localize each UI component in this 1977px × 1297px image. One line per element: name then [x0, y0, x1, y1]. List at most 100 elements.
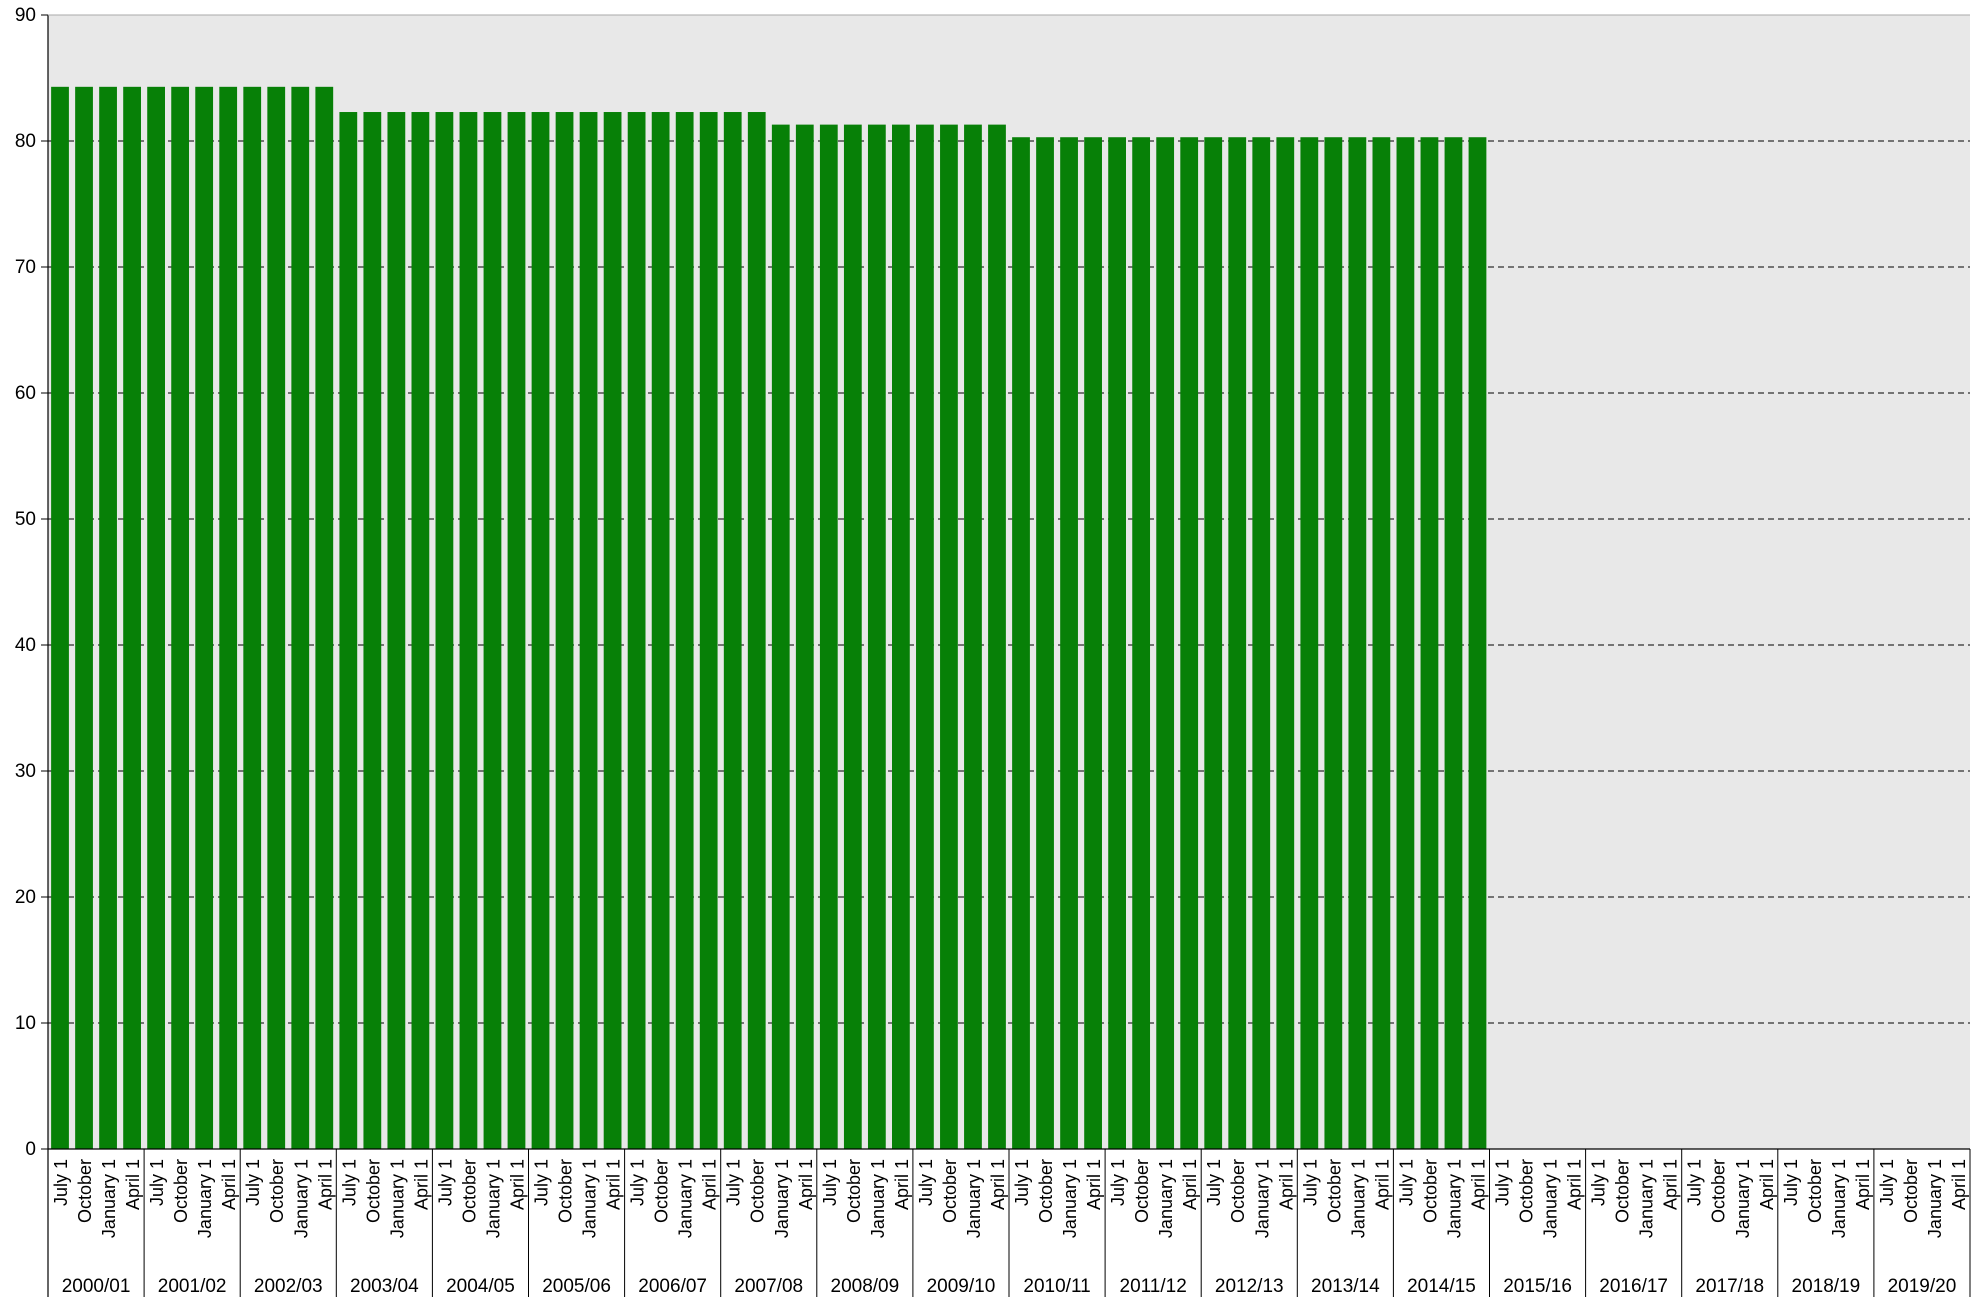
- bar: [1468, 137, 1487, 1150]
- x-tick-label: October: [1036, 1159, 1056, 1223]
- x-tick-label: January 1: [1444, 1159, 1464, 1238]
- y-tick-label: 50: [15, 509, 36, 530]
- x-tick-label: July 1: [1108, 1159, 1128, 1206]
- x-tick-label: January 1: [868, 1159, 888, 1238]
- plot-background: [48, 15, 1970, 1149]
- x-tick-label: July 1: [339, 1159, 359, 1206]
- x-tick-label: October: [75, 1159, 95, 1223]
- x-tick-label: April 1: [1565, 1159, 1585, 1210]
- year-label: 2012/13: [1215, 1276, 1284, 1297]
- bar: [315, 86, 334, 1150]
- bar: [675, 112, 694, 1149]
- x-tick-label: July 1: [1589, 1159, 1609, 1206]
- x-tick-label: April 1: [1853, 1159, 1873, 1210]
- bar: [459, 112, 478, 1149]
- x-tick-label: July 1: [1012, 1159, 1032, 1206]
- bar: [1444, 137, 1463, 1150]
- bar: [1228, 137, 1247, 1150]
- x-tick-label: October: [1420, 1159, 1440, 1223]
- x-tick-label: January 1: [1637, 1159, 1657, 1238]
- x-tick-label: July 1: [532, 1159, 552, 1206]
- x-tick-label: October: [1901, 1159, 1921, 1223]
- year-label: 2001/02: [158, 1276, 227, 1297]
- y-tick-label: 90: [15, 5, 36, 26]
- x-tick-label: July 1: [1493, 1159, 1513, 1206]
- y-tick-label: 10: [15, 1013, 36, 1034]
- x-tick-label: July 1: [1685, 1159, 1705, 1206]
- bar: [147, 86, 166, 1150]
- x-tick-label: January 1: [1156, 1159, 1176, 1238]
- x-tick-label: January 1: [195, 1159, 215, 1238]
- bar: [867, 124, 886, 1150]
- bar: [1276, 137, 1295, 1150]
- x-tick-label: January 1: [676, 1159, 696, 1238]
- x-tick-label: January 1: [1060, 1159, 1080, 1238]
- x-tick-label: July 1: [1300, 1159, 1320, 1206]
- year-label: 2000/01: [62, 1276, 131, 1297]
- x-tick-label: April 1: [700, 1159, 720, 1210]
- bar: [387, 112, 406, 1149]
- year-label: 2013/14: [1311, 1276, 1380, 1297]
- x-tick-label: April 1: [796, 1159, 816, 1210]
- x-tick-label: January 1: [580, 1159, 600, 1238]
- bar: [940, 124, 958, 1150]
- year-label: 2005/06: [542, 1276, 611, 1297]
- y-tick-label: 20: [15, 887, 36, 908]
- x-tick-label: July 1: [820, 1159, 840, 1206]
- bar: [1396, 137, 1415, 1150]
- x-tick-label: October: [1228, 1159, 1248, 1223]
- x-tick-label: October: [363, 1159, 383, 1223]
- x-tick-label: April 1: [1661, 1159, 1681, 1210]
- bar: [1036, 137, 1054, 1150]
- bar: [843, 124, 862, 1150]
- bar: [795, 124, 814, 1150]
- year-label: 2019/20: [1888, 1276, 1957, 1297]
- x-tick-label: January 1: [1252, 1159, 1272, 1238]
- bar: [1108, 137, 1127, 1150]
- year-label: 2018/19: [1792, 1276, 1861, 1297]
- bar: [1132, 137, 1151, 1150]
- x-tick-label: January 1: [964, 1159, 984, 1238]
- bar: [99, 86, 117, 1150]
- bar: [1300, 137, 1319, 1150]
- bar: [1372, 137, 1391, 1150]
- bar: [1348, 137, 1367, 1150]
- bar: [483, 112, 502, 1149]
- x-tick-label: April 1: [1949, 1159, 1969, 1210]
- bar: [1420, 137, 1439, 1150]
- x-tick-label: January 1: [772, 1159, 792, 1238]
- x-tick-label: April 1: [315, 1159, 335, 1210]
- bar: [771, 124, 790, 1150]
- x-tick-label: July 1: [1204, 1159, 1224, 1206]
- x-tick-label: October: [1517, 1159, 1537, 1223]
- x-tick-label: April 1: [123, 1159, 143, 1210]
- x-tick-label: April 1: [1276, 1159, 1296, 1210]
- y-tick-label: 0: [25, 1139, 36, 1160]
- bar: [411, 112, 430, 1149]
- year-label: 2004/05: [446, 1276, 515, 1297]
- x-tick-label: October: [1324, 1159, 1344, 1223]
- x-tick-label: January 1: [291, 1159, 311, 1238]
- x-tick-label: April 1: [1468, 1159, 1488, 1210]
- year-label: 2007/08: [734, 1276, 803, 1297]
- x-tick-label: January 1: [483, 1159, 503, 1238]
- bar: [1060, 137, 1078, 1150]
- year-label: 2008/09: [831, 1276, 900, 1297]
- x-tick-label: July 1: [51, 1159, 71, 1206]
- bar: [123, 86, 141, 1150]
- x-tick-label: April 1: [507, 1159, 527, 1210]
- y-tick-label: 70: [15, 257, 36, 278]
- year-label: 2009/10: [927, 1276, 996, 1297]
- bar: [964, 124, 982, 1150]
- bar: [195, 86, 214, 1150]
- x-tick-label: July 1: [724, 1159, 744, 1206]
- bar: [819, 124, 838, 1150]
- x-tick-label: October: [1805, 1159, 1825, 1223]
- bar: [171, 86, 190, 1150]
- x-tick-label: October: [1709, 1159, 1729, 1223]
- bar: [1084, 137, 1102, 1150]
- bar: [579, 112, 598, 1149]
- x-tick-label: April 1: [604, 1159, 624, 1210]
- x-tick-label: January 1: [99, 1159, 119, 1238]
- bar: [555, 112, 574, 1149]
